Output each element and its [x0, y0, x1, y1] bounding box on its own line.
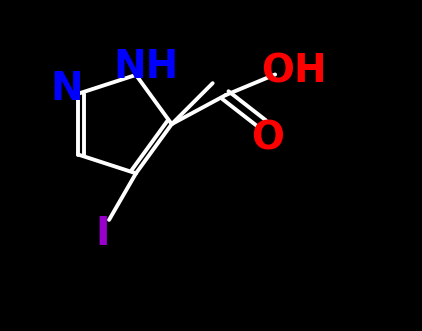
Text: NH: NH	[114, 48, 179, 86]
Text: N: N	[50, 70, 83, 108]
Text: O: O	[251, 119, 284, 158]
Text: I: I	[96, 215, 110, 253]
Text: OH: OH	[261, 52, 327, 90]
